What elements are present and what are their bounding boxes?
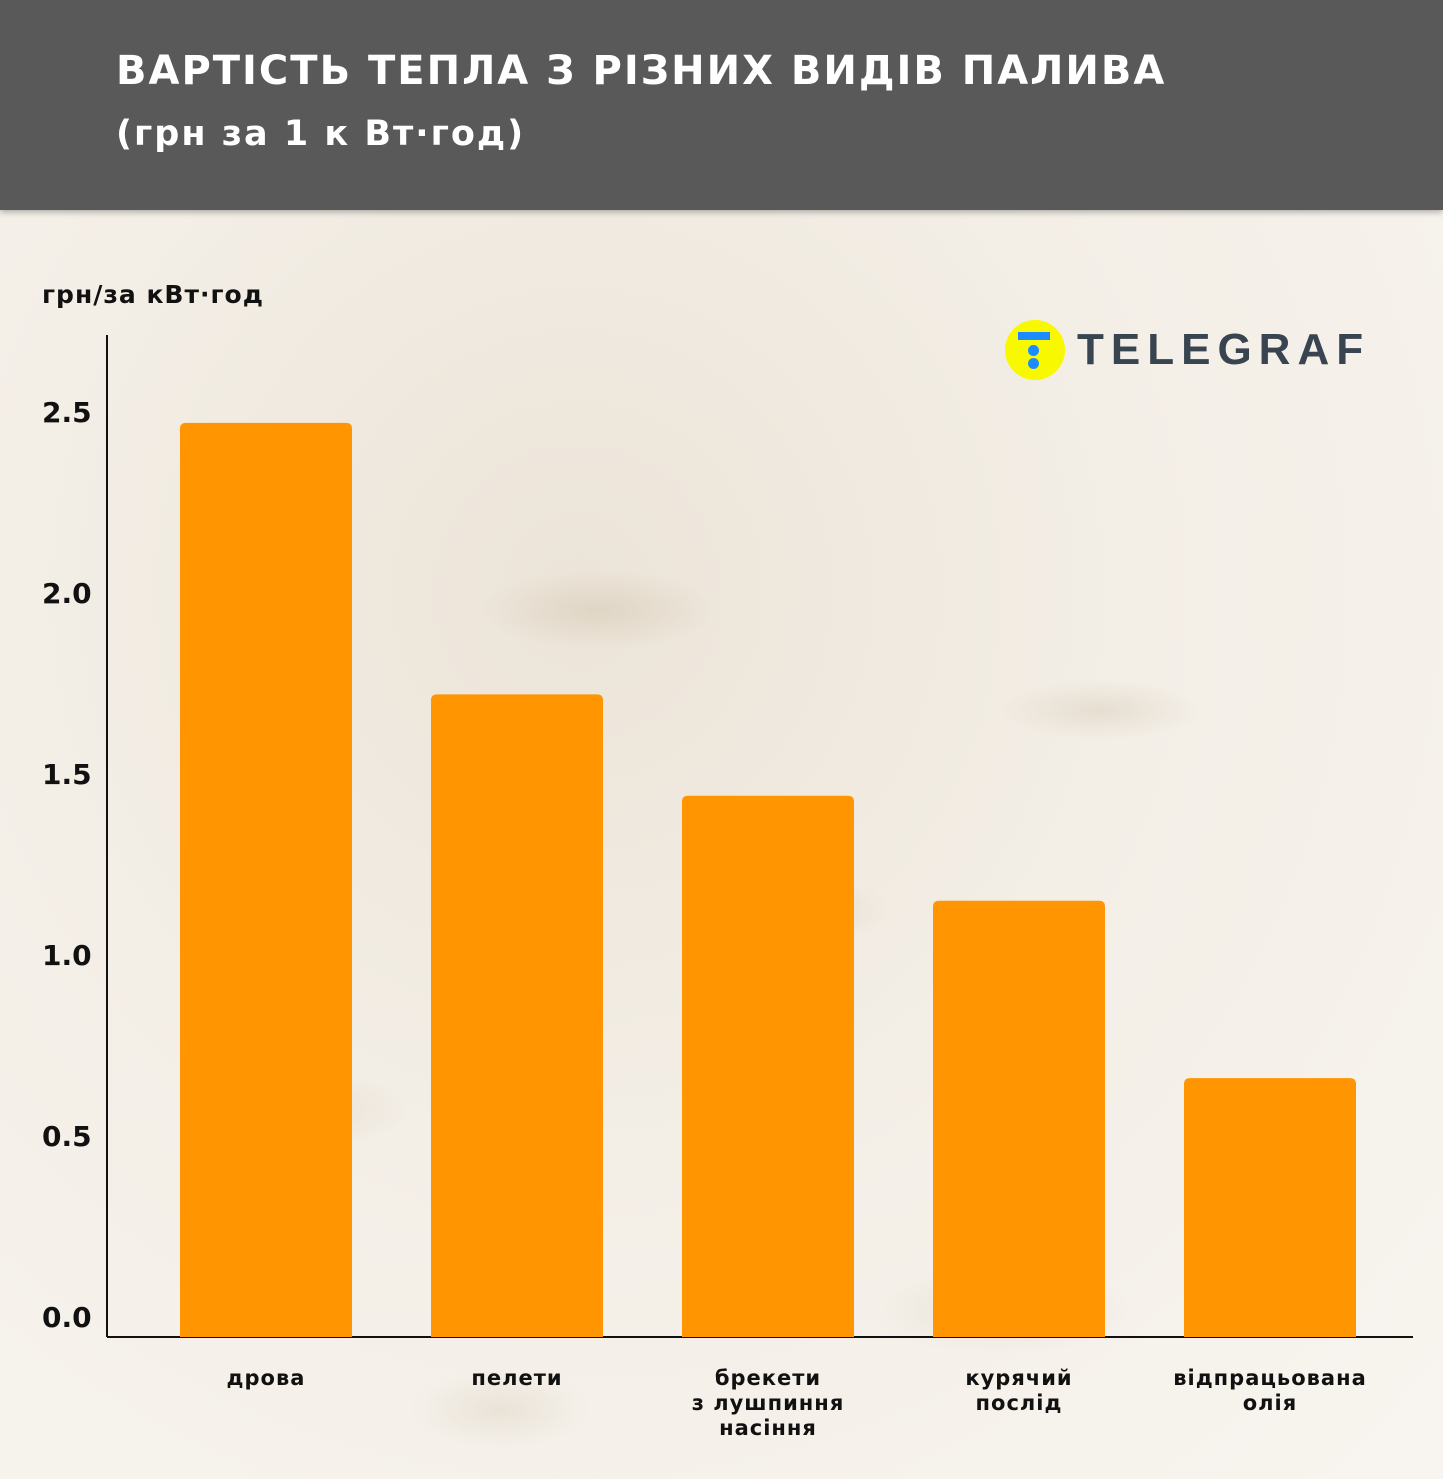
x-category-label: з лушпиння	[692, 1391, 845, 1415]
chart-title: ВАРТІСТЬ ТЕПЛА З РІЗНИХ ВИДІВ ПАЛИВА	[116, 48, 1167, 94]
bar	[431, 694, 603, 1337]
telegraf-logo-text: TELEGRAF	[1077, 325, 1371, 374]
x-category-label: насіння	[719, 1416, 817, 1440]
chart-subtitle: (грн за 1 к Вт·год)	[116, 114, 526, 154]
bar	[1184, 1078, 1356, 1337]
x-category-label: брекети	[715, 1366, 821, 1390]
x-category-label: олія	[1243, 1391, 1298, 1415]
bar	[180, 422, 352, 1337]
x-category-label: пелети	[471, 1366, 562, 1390]
y-axis-label: грн/за кВт·год	[42, 280, 264, 309]
y-tick-label: 0.0	[42, 1301, 92, 1334]
telegraf-logo: TELEGRAF	[1005, 320, 1370, 380]
x-category-label: дрова	[227, 1366, 306, 1390]
y-tick-label: 2.0	[42, 577, 92, 610]
bar	[682, 795, 854, 1337]
header: ВАРТІСТЬ ТЕПЛА З РІЗНИХ ВИДІВ ПАЛИВА (гр…	[0, 0, 1443, 210]
y-tick-label: 1.5	[42, 758, 92, 791]
bar	[933, 900, 1105, 1337]
telegraf-logo-icon	[1005, 320, 1065, 380]
y-tick-label: 2.5	[42, 396, 92, 429]
x-category-label: послід	[976, 1391, 1063, 1415]
y-tick-label: 1.0	[42, 939, 92, 972]
x-category-label: курячий	[965, 1366, 1072, 1390]
y-tick-label: 0.5	[42, 1120, 92, 1153]
x-category-label: відпрацьована	[1173, 1366, 1367, 1390]
